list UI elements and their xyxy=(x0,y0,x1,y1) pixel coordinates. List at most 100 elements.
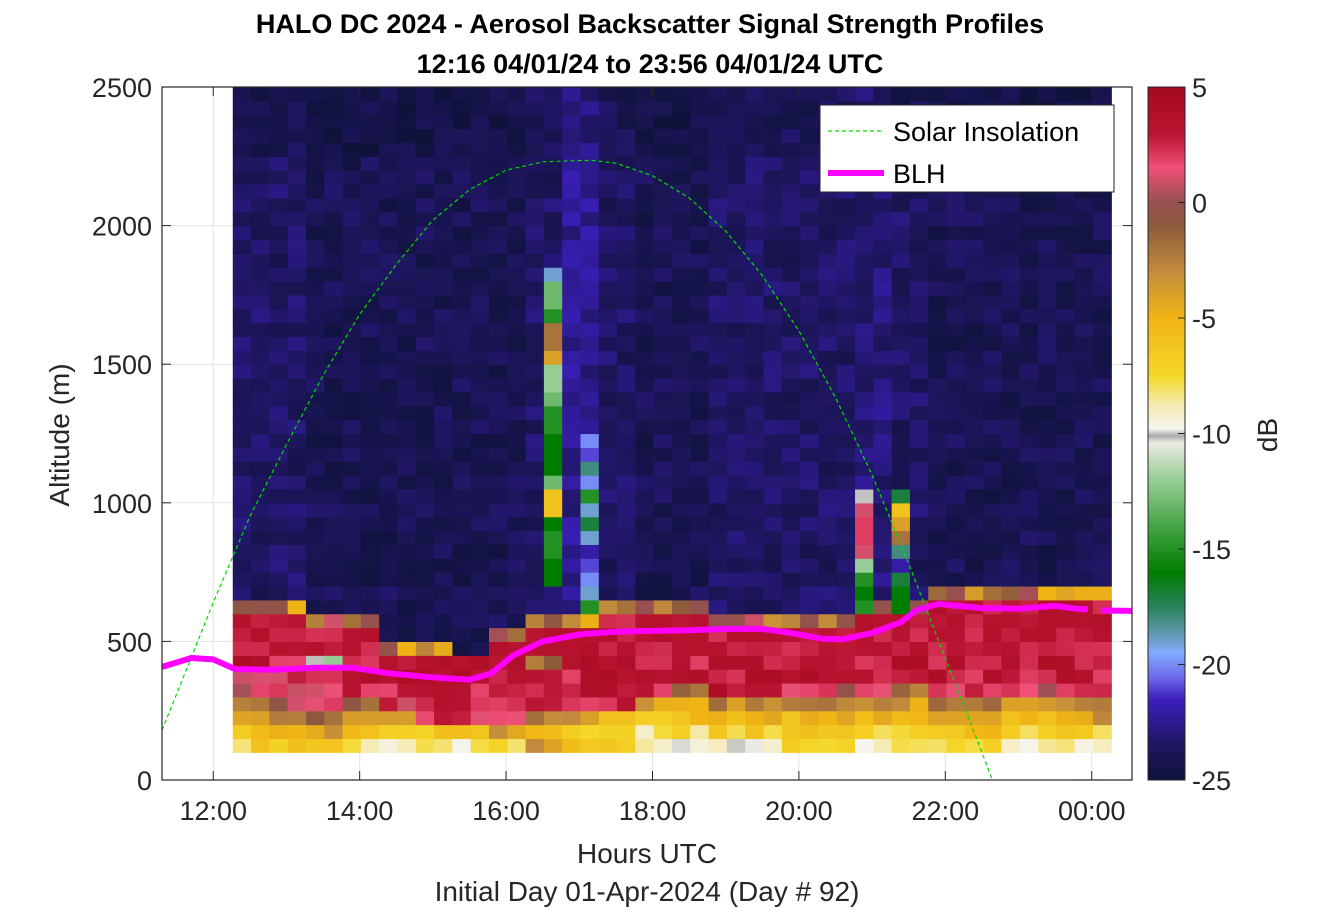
heatmap-cell xyxy=(287,502,307,518)
heatmap-cell xyxy=(800,211,820,227)
heatmap-cell xyxy=(690,558,710,573)
heatmap-cell xyxy=(726,211,746,227)
heatmap-cell xyxy=(690,184,710,199)
heatmap-cell xyxy=(891,253,911,268)
heatmap-cell xyxy=(891,433,911,448)
heatmap-cell xyxy=(562,655,582,670)
heatmap-cell xyxy=(415,530,435,545)
heatmap-cell xyxy=(598,405,618,421)
heatmap-cell xyxy=(855,322,874,338)
heatmap-cell xyxy=(452,710,472,726)
heatmap-cell xyxy=(287,100,307,116)
heatmap-cell xyxy=(525,544,545,559)
heatmap-cell xyxy=(635,87,655,102)
heatmap-cell xyxy=(617,516,637,532)
heatmap-cell xyxy=(525,530,545,545)
heatmap-cell xyxy=(324,156,344,171)
heatmap-cell xyxy=(946,613,966,629)
x-tick-label: 14:00 xyxy=(326,796,394,826)
heatmap-cell xyxy=(873,364,893,379)
heatmap-cell xyxy=(1092,378,1112,393)
heatmap-cell xyxy=(397,253,417,268)
heatmap-cell xyxy=(726,128,746,144)
heatmap-cell xyxy=(946,516,966,532)
heatmap-cell xyxy=(507,267,527,282)
heatmap-cell xyxy=(470,336,490,351)
heatmap-cell xyxy=(909,419,929,435)
heatmap-cell xyxy=(1056,281,1076,296)
heatmap-cell xyxy=(763,405,783,421)
heatmap-cell xyxy=(379,696,399,712)
heatmap-cell xyxy=(909,585,929,601)
heatmap-cell xyxy=(909,87,929,102)
heatmap-cell xyxy=(836,516,856,532)
heatmap-cell xyxy=(708,502,728,518)
heatmap-cell xyxy=(708,364,728,379)
heatmap-cell xyxy=(672,184,691,199)
heatmap-cell xyxy=(818,350,838,365)
heatmap-cell xyxy=(488,364,508,379)
heatmap-cell xyxy=(690,336,710,351)
heatmap-cell xyxy=(269,655,289,670)
heatmap-cell xyxy=(580,267,600,282)
heatmap-cell xyxy=(800,253,820,268)
heatmap-cell xyxy=(580,308,600,324)
heatmap-cell xyxy=(525,294,545,310)
heatmap-cell xyxy=(781,184,801,199)
heatmap-cell xyxy=(1092,572,1112,587)
heatmap-cell xyxy=(690,461,710,476)
heatmap-cell xyxy=(873,655,893,670)
heatmap-cell xyxy=(836,322,856,338)
heatmap-cell xyxy=(562,239,582,254)
heatmap-cell xyxy=(672,530,691,545)
heatmap-cell xyxy=(946,738,966,753)
heatmap-cell xyxy=(653,128,673,144)
heatmap-cell xyxy=(342,447,362,462)
heatmap-cell xyxy=(855,558,874,573)
heatmap-cell xyxy=(379,724,399,740)
heatmap-cell xyxy=(598,613,618,629)
heatmap-cell xyxy=(598,211,618,227)
heatmap-cell xyxy=(305,267,325,282)
heatmap-cell xyxy=(763,322,783,338)
heatmap-cell xyxy=(287,281,307,296)
heatmap-cell xyxy=(269,128,289,144)
heatmap-cell xyxy=(617,585,637,601)
heatmap-cell xyxy=(342,267,362,282)
heatmap-cell xyxy=(1092,682,1112,698)
heatmap-cell xyxy=(891,641,911,656)
heatmap-cell xyxy=(1092,544,1112,559)
heatmap-cell xyxy=(1038,710,1057,726)
heatmap-cell xyxy=(287,641,307,656)
heatmap-cell xyxy=(434,184,453,199)
heatmap-cell xyxy=(525,322,545,338)
heatmap-cell xyxy=(781,253,801,268)
heatmap-cell xyxy=(360,738,380,753)
heatmap-cell xyxy=(342,433,362,448)
heatmap-cell xyxy=(1001,475,1021,490)
heatmap-cell xyxy=(324,696,344,712)
heatmap-cell xyxy=(836,738,856,753)
heatmap-cell xyxy=(781,281,801,296)
heatmap-cell xyxy=(690,253,710,268)
heatmap-cell xyxy=(653,281,673,296)
heatmap-cell xyxy=(873,447,893,462)
heatmap-cell xyxy=(690,281,710,296)
heatmap-cell xyxy=(251,364,270,379)
heatmap-cell xyxy=(672,128,691,144)
heatmap-cell xyxy=(726,100,746,116)
heatmap-cell xyxy=(836,696,856,712)
heatmap-cell xyxy=(983,239,1003,254)
heatmap-cell xyxy=(690,530,710,545)
heatmap-cell xyxy=(800,433,820,448)
heatmap-cell xyxy=(873,336,893,351)
heatmap-cell xyxy=(617,336,637,351)
heatmap-cell xyxy=(1074,724,1094,740)
heatmap-cell xyxy=(415,502,435,518)
heatmap-cell xyxy=(891,308,911,324)
heatmap-cell xyxy=(653,391,673,407)
heatmap-cell xyxy=(251,322,270,338)
heatmap-cell xyxy=(617,530,637,545)
heatmap-cell xyxy=(360,225,380,241)
heatmap-cell xyxy=(928,585,948,601)
